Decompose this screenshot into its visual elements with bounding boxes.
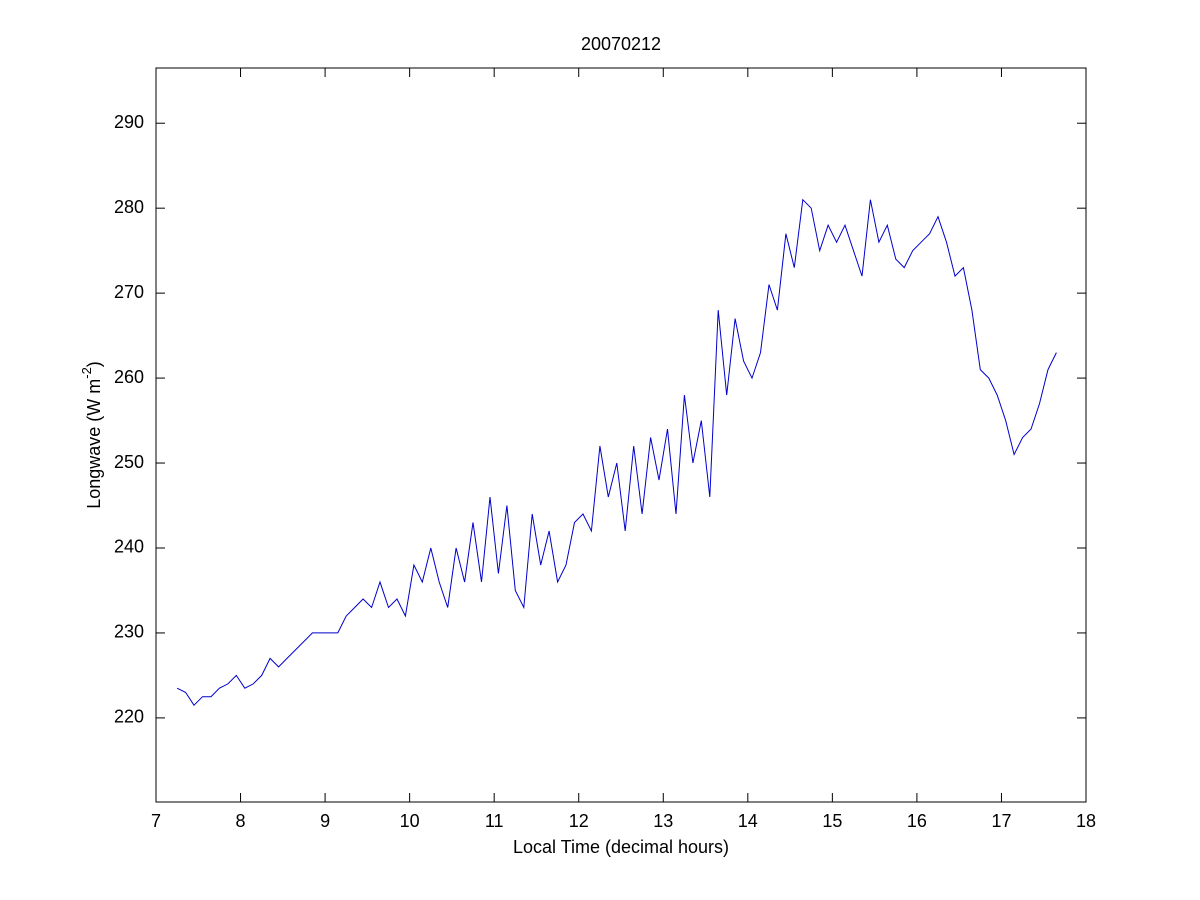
y-label-suffix: ) [84, 361, 104, 367]
y-axis-label: Longwave (W m-2) [79, 361, 103, 509]
y-tick-label: 230 [114, 622, 144, 642]
x-tick-label: 17 [991, 811, 1011, 831]
chart-title: 20070212 [581, 34, 661, 54]
x-tick-label: 11 [485, 811, 504, 831]
x-tick-label: 15 [822, 811, 842, 831]
y-label-sup: -2 [79, 367, 94, 379]
x-tick-label: 16 [907, 811, 927, 831]
x-tick-label: 12 [569, 811, 589, 831]
x-tick-label: 14 [738, 811, 758, 831]
x-tick-label: 18 [1076, 811, 1096, 831]
x-tick-label: 13 [653, 811, 673, 831]
x-tick-label: 10 [400, 811, 420, 831]
y-tick-label: 270 [114, 282, 144, 302]
x-axis-label: Local Time (decimal hours) [513, 837, 729, 857]
y-tick-label: 260 [114, 367, 144, 387]
y-label-text: Longwave (W m [84, 379, 104, 509]
x-tick-label: 9 [320, 811, 330, 831]
plot-frame [155, 67, 1087, 803]
y-tick-label: 240 [114, 537, 144, 557]
data-line [176, 198, 1057, 706]
y-tick-label: 280 [114, 197, 144, 217]
x-tick-label: 8 [236, 811, 246, 831]
y-tick-label: 250 [114, 452, 144, 472]
x-tick-label: 7 [151, 811, 161, 831]
y-tick-label: 290 [114, 112, 144, 132]
y-tick-label: 220 [114, 707, 144, 727]
